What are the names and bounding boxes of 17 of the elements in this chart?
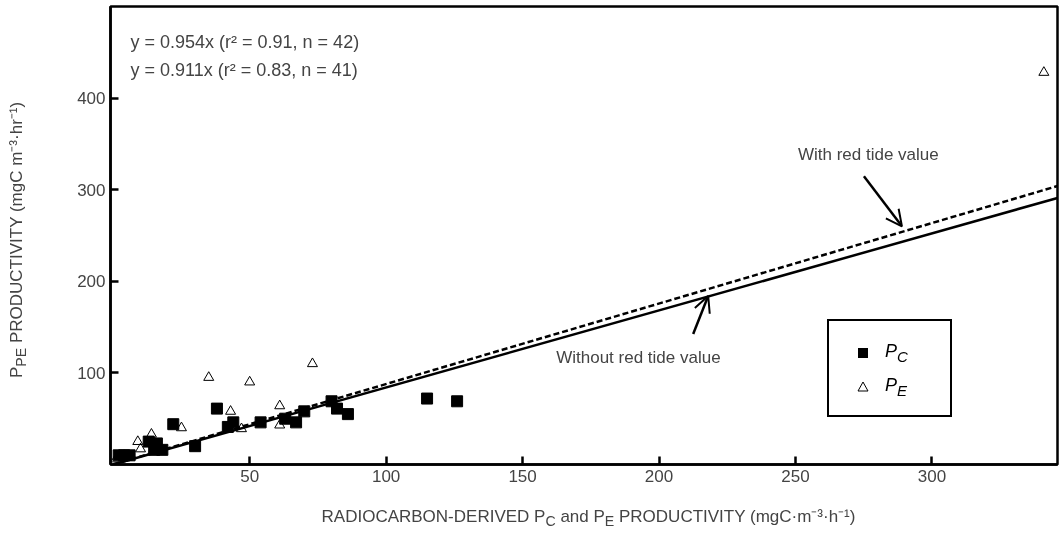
x-tick-label: 250 [781, 466, 810, 486]
x-tick-label: 50 [240, 466, 260, 486]
x-tick-label: 150 [508, 466, 537, 486]
y-tick-label: 100 [77, 363, 106, 383]
legend-label: P$_{E}$ [885, 374, 908, 401]
y-tick-label: 200 [77, 272, 106, 292]
x-tick-label: 300 [917, 466, 947, 486]
x-axis-title: RADIOCARBON-DERIVED P$_{C}$ and P$_{E}$ PRODUCTIVITY (mgC·m⁻³·h⁻¹) [320, 506, 857, 532]
annotation: Without red tide value [556, 347, 721, 367]
annotation: With red tide value [797, 145, 939, 165]
x-tick-label: 200 [644, 466, 674, 486]
y-tick-label: 300 [77, 180, 106, 200]
annotation: y = 0.954x (r² = 0.91, n = 42) [130, 31, 360, 52]
legend-label: P$_{C}$ [885, 340, 908, 367]
y-tick-label: 400 [77, 89, 106, 109]
x-tick-label: 100 [371, 466, 401, 486]
annotation: y = 0.911x (r² = 0.83, n = 41) [130, 59, 358, 80]
